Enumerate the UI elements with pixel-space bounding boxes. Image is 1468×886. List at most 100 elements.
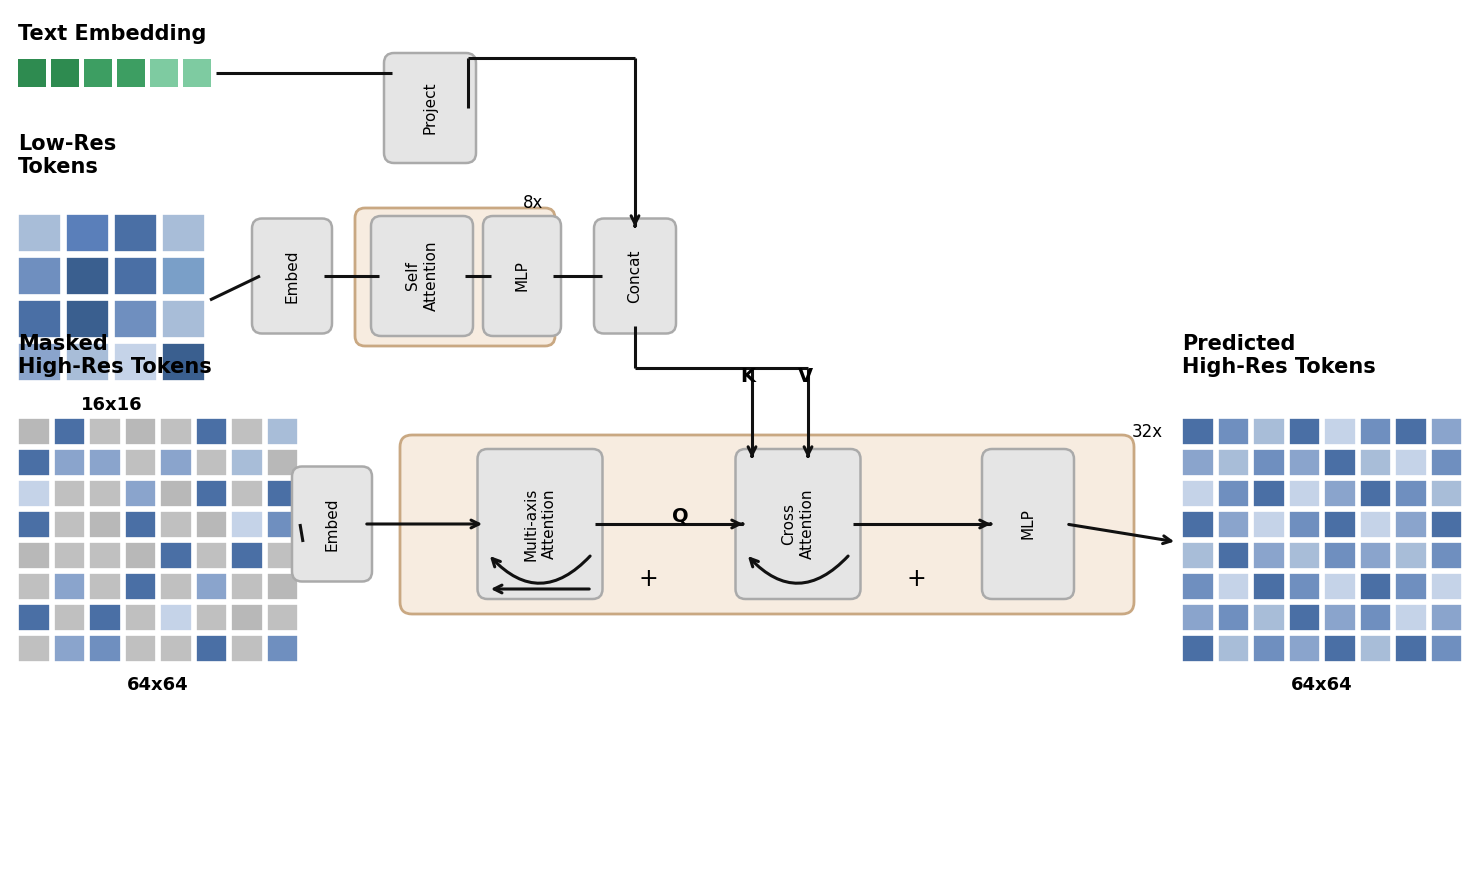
Bar <box>53 604 85 631</box>
Bar <box>195 604 228 631</box>
Bar <box>18 300 62 338</box>
Bar <box>1359 604 1392 631</box>
Bar <box>267 511 298 538</box>
Bar <box>125 418 156 445</box>
Bar <box>1254 635 1284 662</box>
Text: MLP: MLP <box>514 260 530 291</box>
Bar <box>53 511 85 538</box>
Bar <box>18 257 62 295</box>
Bar <box>84 59 112 87</box>
Bar <box>18 59 46 87</box>
Text: 64x64: 64x64 <box>1292 676 1353 694</box>
Bar <box>115 343 157 381</box>
Bar <box>1324 604 1355 631</box>
Text: +: + <box>906 567 926 591</box>
Text: Embed: Embed <box>285 249 299 303</box>
Bar <box>18 542 50 569</box>
Bar <box>1289 573 1320 600</box>
Bar <box>160 480 191 507</box>
Bar <box>66 300 109 338</box>
Bar <box>1430 480 1462 507</box>
Text: +: + <box>639 567 658 591</box>
Bar <box>1324 635 1355 662</box>
Bar <box>1217 542 1249 569</box>
Bar <box>195 418 228 445</box>
Bar <box>1430 542 1462 569</box>
Bar <box>267 418 298 445</box>
Bar <box>160 542 191 569</box>
Text: Masked
High-Res Tokens: Masked High-Res Tokens <box>18 334 211 377</box>
Bar <box>1359 418 1392 445</box>
Bar <box>1182 573 1214 600</box>
Bar <box>90 542 120 569</box>
Text: Concat: Concat <box>627 249 643 303</box>
Bar <box>267 542 298 569</box>
Bar <box>161 300 206 338</box>
FancyBboxPatch shape <box>735 449 860 599</box>
Bar <box>90 480 120 507</box>
Bar <box>1217 635 1249 662</box>
Bar <box>1395 449 1427 476</box>
Text: Cross
Attention: Cross Attention <box>781 489 815 559</box>
Bar <box>195 542 228 569</box>
Bar <box>160 418 191 445</box>
Bar <box>230 418 263 445</box>
Bar <box>90 604 120 631</box>
Bar <box>1182 604 1214 631</box>
Bar <box>160 573 191 600</box>
Bar <box>117 59 145 87</box>
FancyBboxPatch shape <box>292 467 371 581</box>
Bar <box>125 449 156 476</box>
Bar <box>125 480 156 507</box>
Bar <box>1430 604 1462 631</box>
Bar <box>1217 511 1249 538</box>
Bar <box>160 635 191 662</box>
Text: Low-Res
Tokens: Low-Res Tokens <box>18 134 116 177</box>
Bar <box>195 635 228 662</box>
Bar <box>1254 511 1284 538</box>
Bar <box>1395 635 1427 662</box>
FancyBboxPatch shape <box>399 435 1133 614</box>
Bar <box>1254 604 1284 631</box>
Bar <box>1289 511 1320 538</box>
Text: K: K <box>740 367 756 386</box>
Text: MLP: MLP <box>1020 509 1035 540</box>
Bar <box>115 300 157 338</box>
Bar <box>161 257 206 295</box>
Bar <box>1182 418 1214 445</box>
Bar <box>66 343 109 381</box>
Bar <box>1289 542 1320 569</box>
Text: 8x: 8x <box>523 194 543 212</box>
Bar <box>195 511 228 538</box>
Bar <box>18 418 50 445</box>
FancyBboxPatch shape <box>371 216 473 336</box>
Bar <box>125 511 156 538</box>
Bar <box>1182 542 1214 569</box>
FancyBboxPatch shape <box>477 449 602 599</box>
Bar <box>1324 511 1355 538</box>
Bar <box>195 480 228 507</box>
Bar <box>1395 573 1427 600</box>
Bar <box>161 214 206 252</box>
Bar <box>1254 449 1284 476</box>
Bar <box>150 59 178 87</box>
Bar <box>1217 604 1249 631</box>
Bar <box>195 573 228 600</box>
Text: Embed: Embed <box>324 497 339 551</box>
Bar <box>90 418 120 445</box>
Bar <box>1254 418 1284 445</box>
Text: Predicted
High-Res Tokens: Predicted High-Res Tokens <box>1182 334 1376 377</box>
Bar <box>66 214 109 252</box>
Bar <box>115 214 157 252</box>
Bar <box>53 449 85 476</box>
FancyBboxPatch shape <box>252 219 332 333</box>
Bar <box>1182 480 1214 507</box>
Bar <box>1254 573 1284 600</box>
Bar <box>1289 418 1320 445</box>
Bar <box>230 604 263 631</box>
Bar <box>18 214 62 252</box>
Bar <box>53 573 85 600</box>
Bar <box>1359 449 1392 476</box>
Bar <box>1289 449 1320 476</box>
Bar <box>1254 480 1284 507</box>
